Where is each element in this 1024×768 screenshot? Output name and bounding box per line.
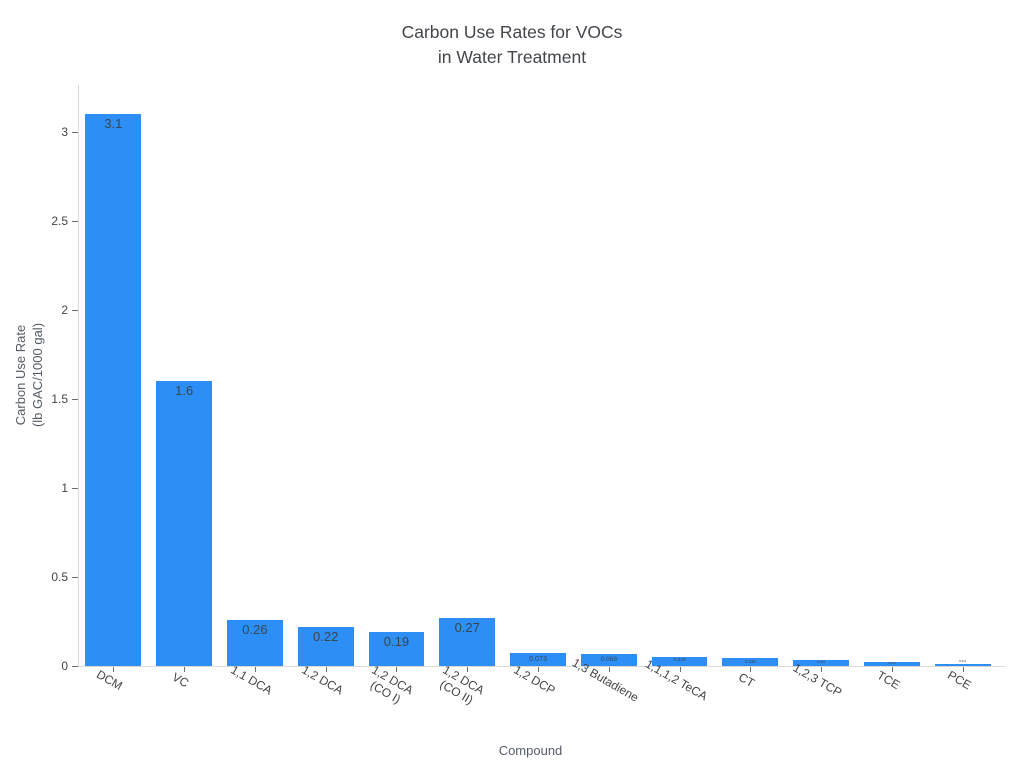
bar-value-label: 0.27 xyxy=(454,619,480,635)
x-tick-mark xyxy=(325,667,327,672)
y-tick-mark xyxy=(72,487,78,489)
x-tick-label: DCM xyxy=(95,667,140,693)
bar xyxy=(580,653,637,666)
bar xyxy=(793,659,850,666)
x-tick-label: PCE xyxy=(945,668,988,692)
x-tick-mark xyxy=(962,667,964,672)
y-tick-mark xyxy=(72,398,78,400)
bar-value-label: 0.034 xyxy=(816,660,826,665)
x-tick-label-text: 1,1 DCA xyxy=(228,662,275,698)
y-tick-mark xyxy=(72,666,78,667)
bar-value-label: 0.068 xyxy=(600,655,618,663)
y-axis-line xyxy=(78,85,79,666)
x-tick-mark xyxy=(254,667,256,672)
y-axis-title-line2: (lb GAC/1000 gal) xyxy=(30,322,45,428)
x-tick-label-text: PCE xyxy=(944,667,974,693)
y-axis-title: Carbon Use Rate (lb GAC/1000 gal) xyxy=(13,323,47,427)
x-tick-mark xyxy=(821,667,823,672)
x-tick-mark xyxy=(467,667,469,672)
y-tick-label: 1 xyxy=(61,480,68,495)
x-tick-label-text: 1,2 DCP xyxy=(511,662,558,698)
bar xyxy=(722,657,779,666)
x-tick-label: VC xyxy=(170,670,201,690)
bar-value-label: 0.22 xyxy=(313,628,339,644)
bar xyxy=(863,661,920,666)
bar xyxy=(368,632,425,666)
bar xyxy=(226,619,283,666)
x-tick-label: CT xyxy=(736,670,766,690)
y-tick-mark xyxy=(72,309,78,311)
y-tick-label: 2 xyxy=(61,302,68,317)
y-tick-mark xyxy=(72,220,78,222)
bar xyxy=(934,664,991,666)
chart-title-line1: Carbon Use Rates for VOCs xyxy=(401,22,623,42)
chart-title: Carbon Use Rates for VOCs in Water Treat… xyxy=(0,20,1024,71)
x-tick-label: 1,2,3 TCP xyxy=(791,661,875,700)
x-tick-label-text: 1,2 DCA xyxy=(299,662,346,698)
bar xyxy=(85,114,142,666)
bar xyxy=(156,381,213,666)
x-tick-label-text: 1,2 DCA (CO II) xyxy=(437,662,487,708)
y-tick-label: 3 xyxy=(61,124,68,139)
bar-value-label: 0.049 xyxy=(673,658,686,664)
y-tick-label: 0.5 xyxy=(51,569,68,584)
bar-value-label: 0.023 xyxy=(888,661,896,666)
bar-value-label: 0.073 xyxy=(529,654,547,663)
x-tick-mark xyxy=(538,667,539,672)
x-tick-mark xyxy=(750,667,752,672)
x-tick-mark xyxy=(679,667,681,672)
x-tick-label: 1,2 DCA (CO II) xyxy=(438,663,512,708)
x-tick-mark xyxy=(113,667,115,672)
x-tick-label: 1,2 DCP xyxy=(511,663,583,698)
y-tick-label: 2.5 xyxy=(51,213,68,228)
y-tick-label: 0 xyxy=(61,659,68,673)
bar-value-label: 0.26 xyxy=(242,621,268,637)
x-tick-label-text: VC xyxy=(169,669,192,691)
x-tick-mark xyxy=(396,667,398,672)
y-tick-mark xyxy=(72,576,78,578)
bar-value-label: 0.011 xyxy=(958,659,967,664)
bar xyxy=(297,626,354,666)
bar-value-label: 0.045 xyxy=(744,658,756,664)
x-tick-label: 1,1 DCA xyxy=(228,663,300,698)
y-axis-title-line1: Carbon Use Rate xyxy=(13,324,29,426)
bar xyxy=(510,653,566,666)
x-tick-label-text: TCE xyxy=(874,668,903,693)
bar xyxy=(651,657,708,666)
x-tick-label-text: 1,2 DCA (CO I) xyxy=(368,662,417,707)
x-tick-label: TCE xyxy=(874,668,916,692)
y-tick-mark xyxy=(72,131,78,133)
x-tick-label-text: DCM xyxy=(94,667,126,693)
bar xyxy=(439,617,496,666)
bar-value-label: 3.1 xyxy=(104,116,123,132)
x-tick-mark xyxy=(891,667,893,672)
bar-value-label: 0.19 xyxy=(383,634,410,650)
x-axis-title: Compound xyxy=(498,743,563,758)
x-axis-line xyxy=(78,666,1005,667)
chart-title-line2: in Water Treatment xyxy=(437,47,587,68)
x-tick-mark xyxy=(608,667,610,672)
bar-value-label: 1.6 xyxy=(175,383,194,399)
y-tick-label: 1.5 xyxy=(51,391,68,406)
x-tick-mark xyxy=(184,667,186,672)
